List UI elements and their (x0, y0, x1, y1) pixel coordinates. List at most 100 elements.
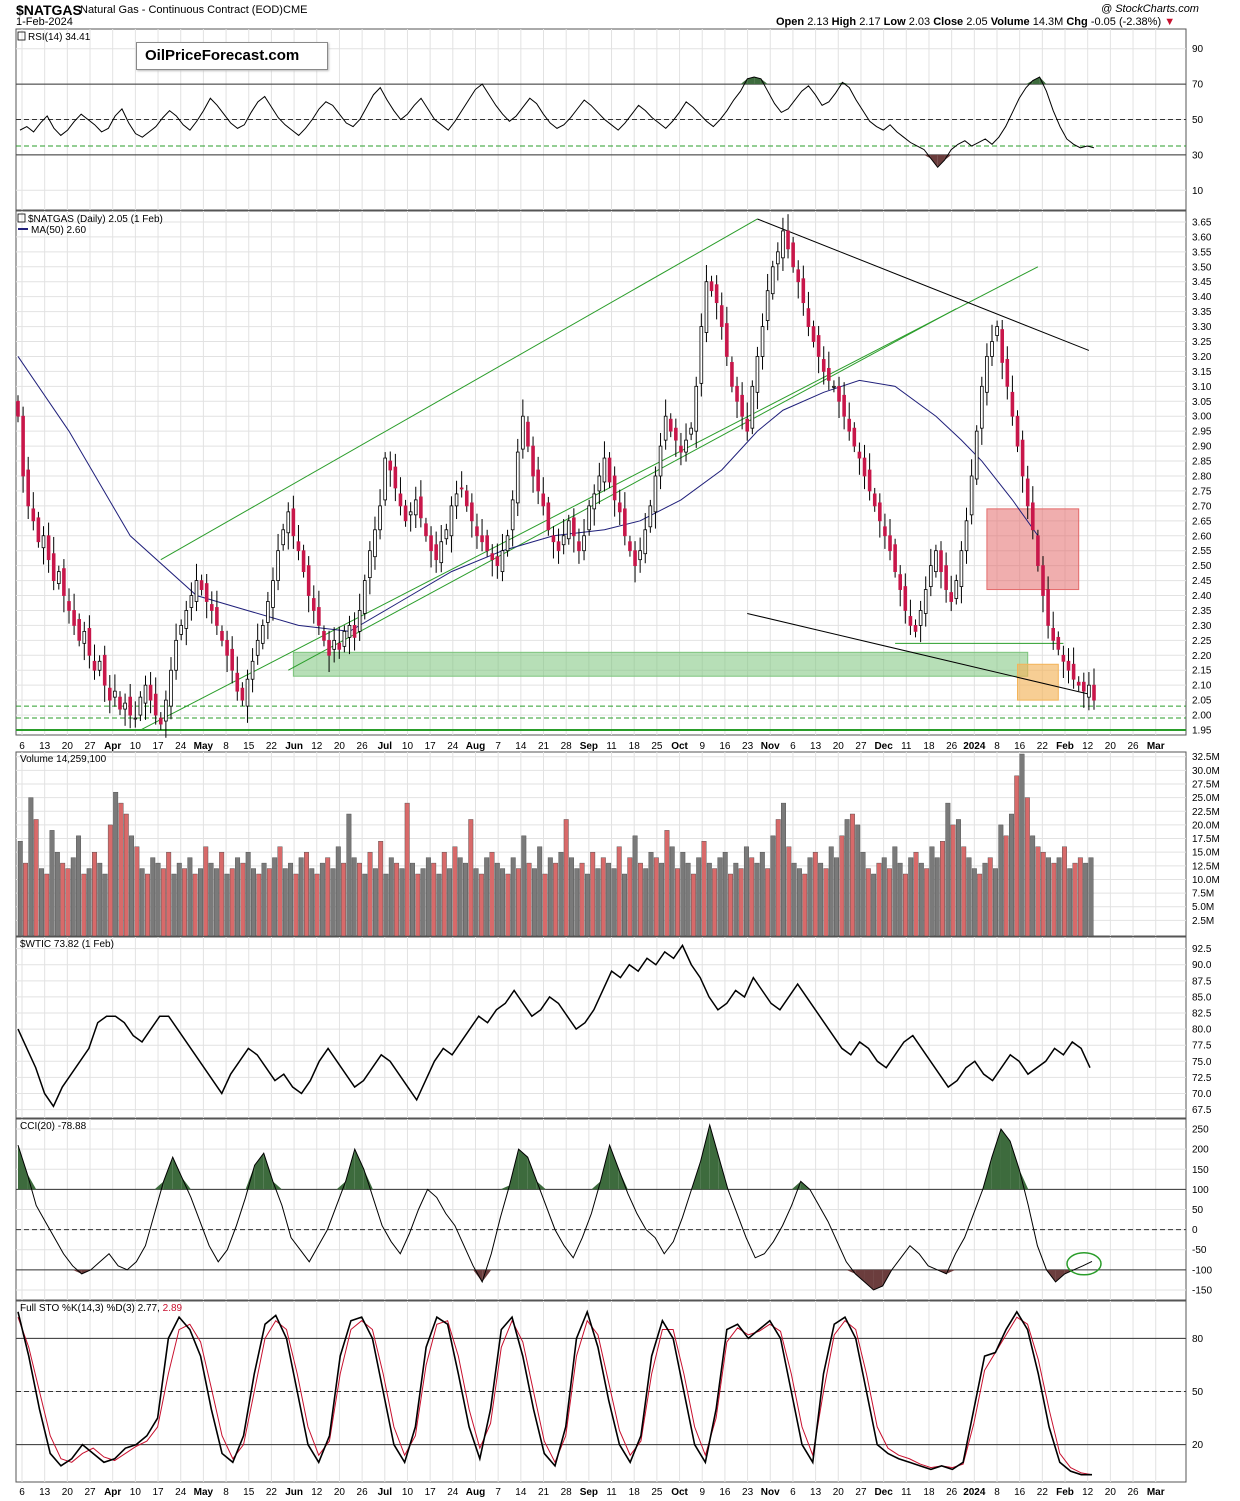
candle-body (796, 269, 801, 283)
volume-bar (229, 868, 235, 937)
volume-y-tick-label: 20.0M (1192, 820, 1220, 831)
candle-body (311, 598, 316, 611)
x-axis-label: 22 (1037, 1487, 1049, 1498)
volume-bar (39, 868, 44, 937)
rsi-y-tick-label: 10 (1192, 186, 1204, 197)
price-y-tick-label: 3.55 (1192, 247, 1212, 258)
x-axis-label: 26 (1127, 1487, 1139, 1498)
cci-positive-fill (363, 1169, 373, 1190)
x-axis-label: Sep (580, 1487, 598, 1498)
price-y-tick-label: 2.90 (1192, 442, 1212, 453)
chg-value: -0.05 (-2.38%) (1090, 16, 1162, 28)
cci-positive-fill (18, 1145, 28, 1190)
volume-bar (828, 846, 834, 937)
volume-bar (500, 868, 506, 937)
candle-body (862, 457, 867, 477)
candle-body (857, 451, 862, 459)
candle-body (781, 230, 785, 259)
candle-body (776, 251, 780, 265)
volume-bar (632, 835, 638, 937)
candle-body (281, 529, 285, 546)
volume-bar (791, 862, 797, 937)
cci-positive-fill (163, 1157, 173, 1190)
candle-body (352, 625, 357, 638)
x-axis-label: 20 (1105, 1487, 1117, 1498)
volume-bar (844, 819, 850, 937)
candle-body (572, 517, 576, 537)
candle-body (189, 595, 194, 608)
cci-negative-fill (482, 1269, 492, 1282)
candle-body (694, 385, 699, 432)
volume-bar (118, 802, 124, 937)
volume-bar (690, 873, 696, 937)
rsi-oversold-fill (944, 154, 952, 161)
cci-y-tick-label: -100 (1192, 1265, 1212, 1276)
volume-bar (277, 846, 283, 937)
wtic-y-tick-label: 75.0 (1192, 1057, 1212, 1068)
high-value: 2.17 (859, 16, 881, 28)
candle-body (240, 687, 245, 701)
x-axis-label: 21 (538, 741, 550, 752)
volume-bar (155, 862, 161, 937)
cci-positive-fill (609, 1145, 619, 1190)
x-axis-label: 6 (790, 1487, 796, 1498)
volume-bar (786, 846, 792, 937)
volume-bar (213, 868, 219, 937)
volume-bar (473, 868, 479, 937)
x-axis-label: 10 (130, 741, 142, 752)
channel-middle-line (288, 308, 957, 671)
cci-positive-fill (345, 1149, 355, 1190)
volume-bar (902, 873, 908, 937)
wtic-line (17, 943, 1091, 1108)
candle-body (164, 699, 168, 722)
candle-body (16, 400, 20, 417)
volume-bar (622, 873, 627, 937)
x-axis-label: 9 (699, 1487, 705, 1498)
x-axis-label: 27 (855, 1487, 867, 1498)
volume-bar (97, 862, 103, 937)
volume-bar (685, 862, 691, 937)
volume-bar (505, 873, 511, 937)
price-y-tick-label: 2.20 (1192, 651, 1212, 662)
x-axis-label: 2024 (963, 1487, 986, 1498)
price-y-tick-label: 2.60 (1192, 531, 1212, 542)
x-axis-label: 13 (810, 741, 822, 752)
candle-body (67, 601, 71, 611)
candle-body (255, 639, 260, 656)
volume-bar (839, 835, 845, 937)
candle-body (531, 445, 535, 477)
volume-bar (616, 846, 622, 937)
volume-bar (1003, 835, 1009, 937)
x-axis-label: 10 (402, 1487, 414, 1498)
volume-bar (383, 873, 389, 937)
rsi-y-tick-label: 90 (1192, 44, 1204, 55)
candle-body (505, 535, 510, 552)
candle-body (867, 469, 872, 492)
candle-body (464, 490, 469, 507)
cci-positive-fill (618, 1169, 628, 1190)
candle-body (607, 457, 612, 483)
rsi-y-tick-label: 30 (1192, 150, 1204, 161)
cci-y-tick-label: 150 (1192, 1165, 1209, 1176)
volume-bar (176, 862, 182, 937)
candle-body (368, 550, 372, 578)
candle-body (837, 385, 841, 402)
x-axis-label: 6 (19, 1487, 25, 1498)
volume-bar (733, 862, 739, 937)
x-axis-label: Mar (1147, 1487, 1165, 1498)
candle-body (633, 550, 637, 567)
volume-bar (765, 868, 771, 937)
volume-bar (145, 873, 150, 937)
volume-bar (1083, 862, 1089, 937)
cci-y-tick-label: -150 (1192, 1285, 1212, 1296)
cci-negative-fill (873, 1269, 883, 1290)
wtic-title: $WTIC 73.82 (1 Feb) (20, 939, 114, 950)
candle-body (373, 529, 377, 558)
volume-bar (802, 873, 808, 937)
candle-body (480, 535, 484, 543)
candle-body (806, 308, 811, 327)
volume-bar (1008, 813, 1014, 937)
x-axis-label: 20 (334, 741, 346, 752)
volume-bar (1014, 775, 1020, 937)
candle-body (878, 502, 882, 522)
